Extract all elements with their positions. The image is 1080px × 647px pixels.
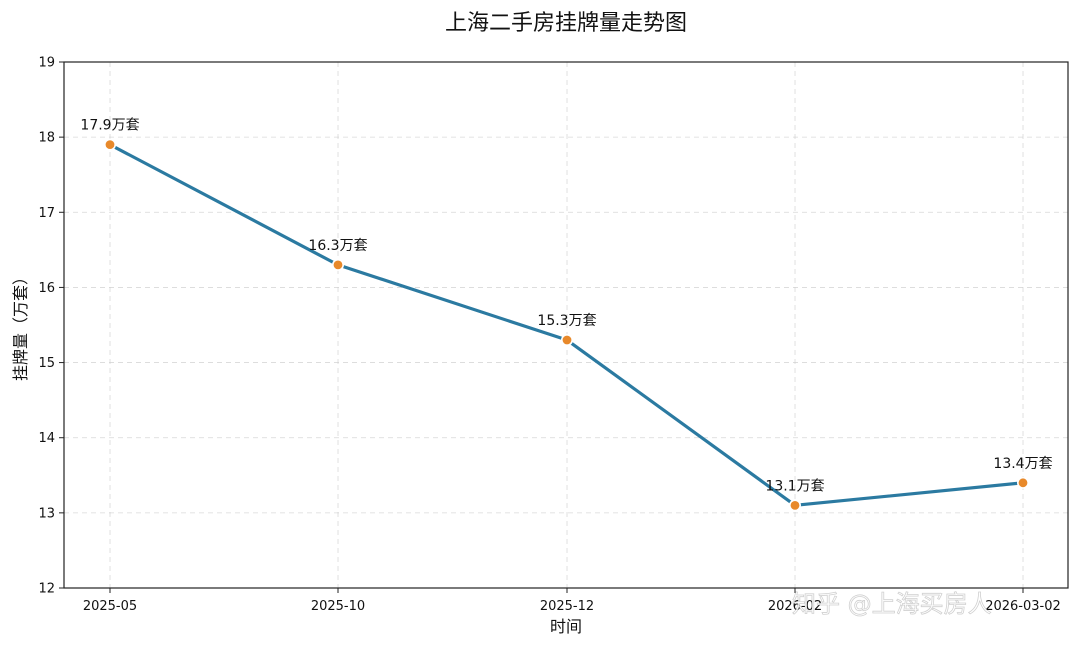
chart-title: 上海二手房挂牌量走势图: [445, 11, 687, 36]
y-tick-label: 17: [38, 206, 55, 221]
x-axis-ticks: 2025-05 2025-10 2025-12 2026-02 2026-03-02: [83, 588, 1061, 614]
data-labels: 17.9万套 16.3万套 15.3万套 13.1万套 13.4万套: [80, 118, 1052, 495]
y-axis-ticks: 12 13 14 15 16 17 18 19: [38, 56, 64, 597]
y-tick-label: 18: [38, 131, 55, 146]
data-point: [560, 334, 573, 347]
y-tick-label: 19: [38, 56, 55, 71]
x-tick-label: 2026-02: [768, 599, 822, 614]
x-tick-label: 2025-10: [311, 599, 365, 614]
data-label: 13.1万套: [765, 478, 824, 494]
series-group: [104, 138, 1029, 512]
plot-frame: [63, 61, 1069, 589]
data-label: 15.3万套: [537, 313, 596, 329]
y-tick-label: 13: [38, 506, 55, 521]
x-tick-label: 2026-03-02: [985, 599, 1061, 614]
data-point: [788, 499, 801, 512]
y-tick-label: 15: [38, 356, 55, 371]
data-point: [331, 258, 344, 271]
watermark-text: 知乎 @上海买房人: [792, 590, 992, 618]
y-tick-label: 12: [38, 582, 55, 597]
data-point: [104, 138, 117, 151]
y-tick-label: 16: [38, 281, 55, 296]
grid-lines: [64, 61, 1068, 589]
data-point: [1016, 476, 1029, 489]
x-axis-label: 时间: [550, 617, 582, 636]
data-label: 16.3万套: [308, 238, 367, 254]
y-axis-label: 挂牌量（万套）: [11, 269, 30, 381]
data-label: 13.4万套: [993, 456, 1052, 472]
y-tick-label: 14: [38, 431, 55, 446]
x-tick-label: 2025-12: [540, 599, 594, 614]
data-label: 17.9万套: [80, 118, 139, 134]
x-tick-label: 2025-05: [83, 599, 137, 614]
